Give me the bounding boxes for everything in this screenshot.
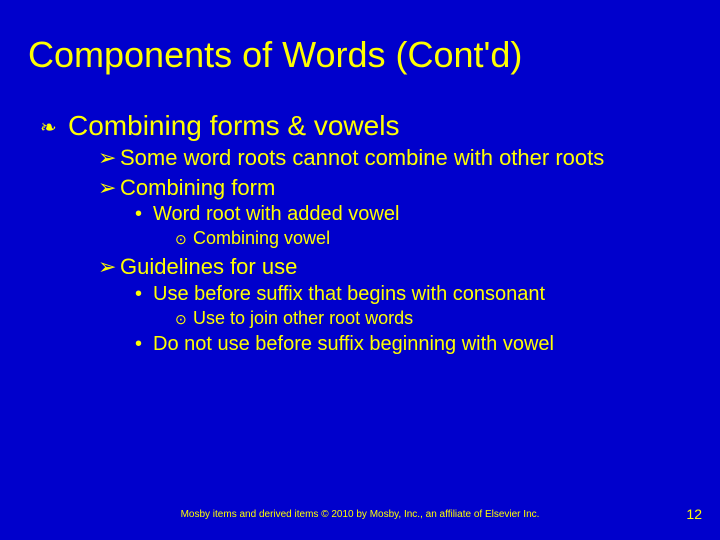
dot-bullet-icon: • [135, 283, 153, 306]
page-number: 12 [686, 506, 702, 522]
arrow-bullet-icon: ➢ [98, 144, 120, 172]
bullet-text: Word root with added vowel [153, 203, 399, 225]
bullet-level2: ➢Some word roots cannot combine with oth… [98, 144, 680, 172]
dot-bullet-icon: • [135, 333, 153, 356]
decorative-bullet-icon: ❧ [40, 115, 68, 140]
bullet-level3: •Use before suffix that begins with cons… [135, 283, 680, 306]
bullet-level3: •Do not use before suffix beginning with… [135, 333, 680, 356]
dot-bullet-icon: • [135, 203, 153, 226]
circle-bullet-icon: ⊙ [175, 231, 193, 248]
slide: Components of Words (Cont'd) ❧Combining … [0, 0, 720, 540]
bullet-level2: ➢Guidelines for use [98, 253, 680, 281]
bullet-level4: ⊙Use to join other root words [175, 308, 680, 329]
slide-title: Components of Words (Cont'd) [28, 34, 522, 76]
circle-bullet-icon: ⊙ [175, 311, 193, 328]
bullet-text: Use before suffix that begins with conso… [153, 283, 545, 305]
bullet-level1: ❧Combining forms & vowels [40, 110, 680, 142]
bullet-text: Guidelines for use [120, 254, 297, 279]
footer-copyright: Mosby items and derived items © 2010 by … [0, 509, 720, 520]
bullet-level3: •Word root with added vowel [135, 203, 680, 226]
arrow-bullet-icon: ➢ [98, 253, 120, 281]
bullet-text: Combining forms & vowels [68, 110, 399, 141]
arrow-bullet-icon: ➢ [98, 174, 120, 202]
bullet-text: Combining vowel [193, 228, 330, 248]
bullet-level4: ⊙Combining vowel [175, 228, 680, 249]
bullet-text: Use to join other root words [193, 308, 413, 328]
bullet-text: Do not use before suffix beginning with … [153, 333, 554, 355]
bullet-text: Combining form [120, 175, 275, 200]
bullet-level2: ➢Combining form [98, 174, 680, 202]
slide-content: ❧Combining forms & vowels ➢Some word roo… [40, 110, 680, 358]
bullet-text: Some word roots cannot combine with othe… [120, 145, 604, 170]
